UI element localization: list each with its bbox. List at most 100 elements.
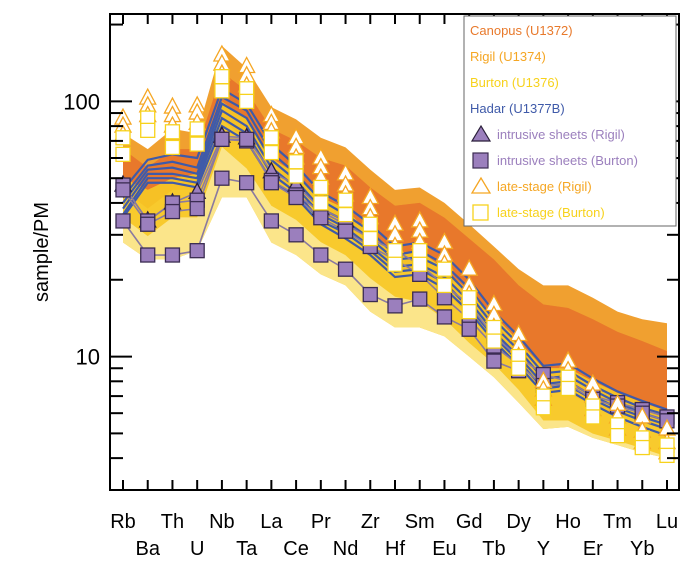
data-point [238, 131, 255, 147]
legend-marker [472, 204, 489, 221]
data-point [510, 360, 527, 376]
x-tick-label: Ce [283, 538, 309, 560]
data-point [288, 227, 304, 243]
data-point [263, 144, 280, 161]
x-tick-label: Ta [236, 538, 258, 560]
data-point [412, 243, 428, 259]
data-point [313, 247, 329, 263]
x-tick-label: Sm [405, 511, 435, 533]
data-point [412, 256, 428, 272]
data-point [263, 175, 280, 191]
legend-marker [472, 152, 489, 169]
data-point [313, 179, 329, 196]
legend-label: Canopus (U1372) [470, 23, 573, 38]
data-point [387, 243, 403, 259]
data-point [164, 247, 181, 263]
legend-label: Rigil (U1374) [470, 49, 546, 64]
data-point [362, 230, 378, 247]
x-tick-label: Nd [333, 538, 359, 560]
x-tick-label: Gd [456, 511, 483, 533]
x-tick-label: La [260, 511, 283, 533]
x-tick-label: Yb [630, 538, 654, 560]
data-point [659, 447, 675, 464]
data-point [263, 130, 280, 146]
legend-label: Burton (U1376) [470, 75, 559, 90]
legend-label: Hadar (U1377B) [470, 101, 565, 116]
data-point [115, 130, 131, 146]
data-point [288, 189, 304, 206]
legend-box [463, 15, 677, 227]
data-point [313, 195, 329, 211]
data-point [189, 121, 205, 137]
series-line-hadar-5 [122, 124, 668, 437]
data-point [263, 213, 280, 229]
data-point [535, 400, 552, 416]
data-series [113, 44, 677, 464]
data-point [362, 216, 378, 232]
data-point [436, 261, 453, 277]
data-point [115, 213, 131, 229]
y-tick-label: 100 [63, 89, 100, 114]
data-point [387, 298, 403, 314]
field-burton-core [123, 101, 667, 457]
data-point [486, 333, 502, 349]
data-point [412, 291, 428, 307]
legend-label: late-stage (Burton) [497, 205, 605, 220]
data-point [214, 83, 230, 99]
data-point [189, 200, 205, 217]
x-tick-label: Dy [506, 511, 530, 533]
data-point [189, 136, 205, 152]
legend-marker [470, 176, 492, 194]
data-point [288, 168, 304, 184]
data-point [238, 81, 255, 97]
data-point [337, 223, 354, 239]
x-tick-label: Th [161, 511, 184, 533]
x-tick-label: Lu [656, 511, 678, 533]
x-tick-label: Nb [209, 511, 235, 533]
data-point [337, 192, 354, 208]
data-point [436, 309, 453, 325]
data-point [486, 319, 502, 336]
data-point [609, 427, 626, 444]
x-tick-label: Tb [482, 538, 505, 560]
data-point [164, 124, 181, 140]
x-tick-label: Tm [603, 511, 632, 533]
data-point [461, 303, 477, 320]
data-point [337, 261, 354, 277]
x-tick-label: Ho [555, 511, 581, 533]
y-axis-label: sample/PM [31, 202, 53, 302]
x-tick-label: Pr [311, 511, 331, 533]
data-point [189, 243, 205, 259]
x-tick-label: Hf [385, 538, 405, 560]
data-point [560, 380, 576, 397]
data-point [140, 247, 156, 263]
x-tick-label: Zr [361, 511, 380, 533]
data-point [214, 131, 230, 147]
data-point [214, 170, 230, 186]
data-point [238, 93, 255, 110]
data-point [288, 154, 304, 170]
x-tick-label: Rb [110, 511, 136, 533]
data-point [238, 175, 255, 191]
data-point [164, 139, 181, 156]
data-point [362, 286, 378, 303]
legend-label: late-stage (Rigil) [497, 179, 592, 194]
data-point [337, 206, 354, 223]
data-point [461, 321, 477, 337]
data-point [140, 122, 156, 138]
x-tick-label: Ba [135, 538, 160, 560]
x-axis: Rb Th Nb La Pr Zr Sm Gd Dy Ho Tm Lu Ba U Ta Ce Nd Hf Eu Tb Y… [110, 14, 678, 560]
data-point [214, 69, 230, 85]
data-point [585, 409, 601, 425]
data-point [461, 290, 477, 306]
data-point [634, 439, 650, 456]
data-point [313, 210, 329, 226]
data-point [436, 277, 453, 294]
x-tick-label: Eu [432, 538, 456, 560]
data-point [387, 256, 403, 272]
data-point [115, 146, 131, 163]
data-point [140, 216, 156, 232]
data-point [115, 182, 131, 198]
